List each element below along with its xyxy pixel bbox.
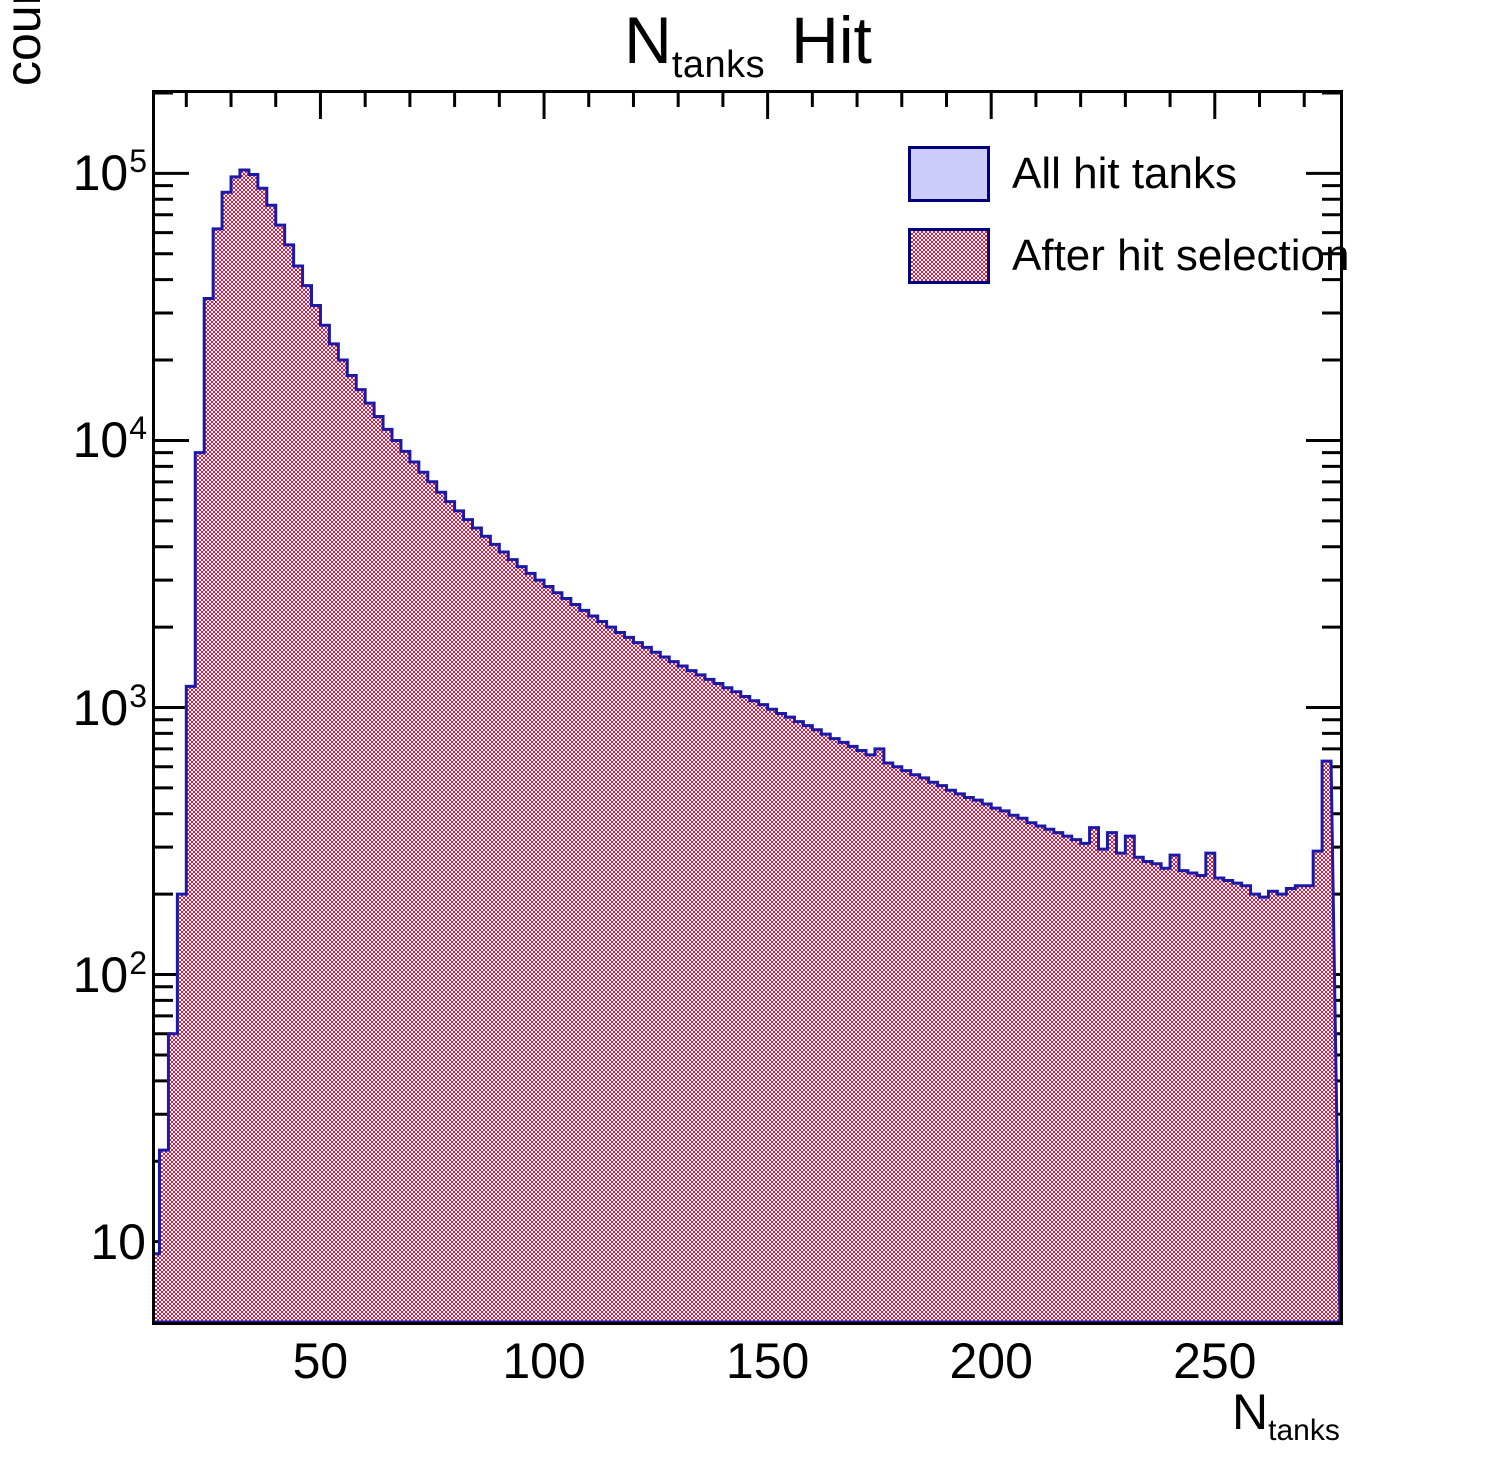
plot-frame: [152, 90, 1343, 1325]
y-tick-mantissa: 10: [90, 1213, 146, 1270]
y-tick-label: 102: [72, 946, 147, 1003]
y-tick-label: 104: [72, 412, 147, 469]
title-suffix: Hit: [791, 3, 872, 77]
y-tick-label-group: 10 102 103 104 105: [0, 0, 147, 1472]
x-tick-label-group: 50 100 150 200 250: [0, 1336, 1496, 1406]
y-tick-mantissa: 10: [72, 412, 129, 469]
histogram-after-hit-selection-outline: [155, 168, 1340, 1322]
histogram-plot: [155, 93, 1340, 1322]
title-prefix: N: [624, 3, 672, 77]
x-tick-label: 200: [949, 1333, 1033, 1389]
x-tick-label: 150: [725, 1333, 810, 1389]
title-subscript: tanks: [671, 44, 766, 86]
x-axis-title: Ntanks: [1232, 1383, 1340, 1447]
legend-label: After hit selection: [1012, 231, 1350, 280]
legend: All hit tanks After hit selection: [908, 146, 1350, 298]
page-title: Ntanks Hit: [0, 2, 1496, 89]
legend-swatch: [908, 146, 990, 202]
y-tick-mantissa: 10: [72, 946, 129, 1003]
x-axis-title-subscript: tanks: [1268, 1414, 1340, 1447]
y-tick-exponent: 3: [129, 677, 147, 714]
y-tick-label: 105: [72, 145, 147, 202]
y-tick-exponent: 2: [129, 944, 147, 981]
y-tick-exponent: 5: [129, 143, 147, 180]
y-tick-mantissa: 10: [72, 679, 129, 736]
y-tick-label: 10: [90, 1217, 146, 1267]
x-axis-title-prefix: N: [1232, 1384, 1269, 1440]
legend-label: All hit tanks: [1012, 149, 1237, 198]
histogram-after-hit-selection: [155, 169, 1340, 1322]
y-tick-mantissa: 10: [72, 145, 129, 202]
x-tick-label: 50: [292, 1333, 349, 1389]
legend-swatch: [908, 228, 990, 284]
legend-entry[interactable]: All hit tanks: [908, 146, 1308, 206]
y-tick-label: 103: [72, 679, 147, 736]
x-tick-label: 250: [1173, 1333, 1257, 1389]
y-tick-exponent: 4: [129, 410, 147, 447]
x-tick-label: 100: [502, 1333, 586, 1389]
legend-entry[interactable]: After hit selection: [908, 228, 1350, 288]
